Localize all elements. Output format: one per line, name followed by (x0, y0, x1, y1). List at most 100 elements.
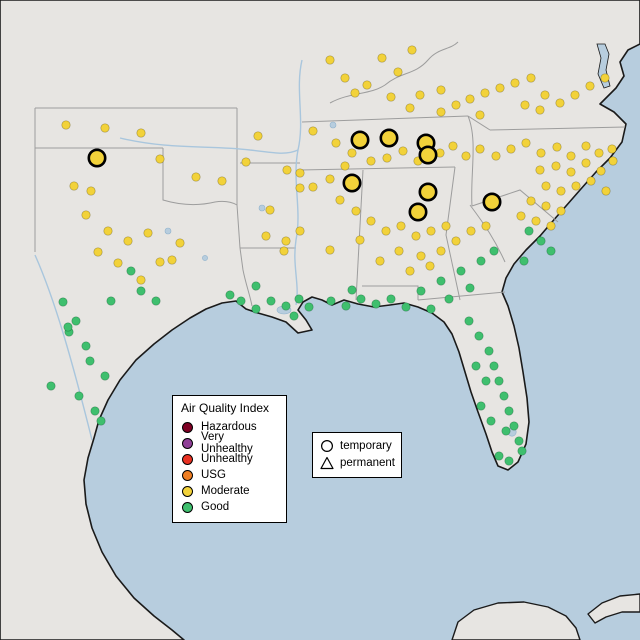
station-marker-good (347, 285, 357, 295)
aqi-legend-label: Unhealthy (201, 453, 253, 465)
station-marker-good (136, 286, 146, 296)
station-marker-moderate (495, 83, 505, 93)
station-marker-temporary (418, 145, 438, 165)
station-marker-moderate (407, 45, 417, 55)
station-marker-good (464, 316, 474, 326)
station-marker-moderate (136, 275, 146, 285)
station-marker-moderate (167, 255, 177, 265)
station-marker-good (484, 346, 494, 356)
station-marker-moderate (510, 78, 520, 88)
station-marker-moderate (347, 148, 357, 158)
aqi-legend-label: Moderate (201, 485, 250, 497)
station-marker-moderate (516, 211, 526, 221)
station-marker-moderate (308, 182, 318, 192)
good-stations-layer (46, 226, 556, 466)
station-marker-good (546, 246, 556, 256)
station-marker-good (326, 296, 336, 306)
station-marker-good (474, 331, 484, 341)
station-marker-good (74, 391, 84, 401)
cuba-landmass (587, 593, 640, 624)
station-marker-moderate (335, 195, 345, 205)
station-marker-moderate (416, 251, 426, 261)
station-marker-moderate (331, 138, 341, 148)
station-marker-good (386, 294, 396, 304)
aqi-legend-row-moderate: Moderate (181, 483, 278, 499)
station-marker-moderate (586, 176, 596, 186)
station-marker-moderate (265, 205, 275, 215)
station-marker-moderate (585, 81, 595, 91)
unhealthy-dot-icon (182, 453, 193, 465)
station-marker-moderate (386, 92, 396, 102)
station-marker-good (289, 311, 299, 321)
station-marker-moderate (103, 226, 113, 236)
station-marker-moderate (436, 107, 446, 117)
station-marker-moderate (381, 226, 391, 236)
aqi-legend-row-hazardous: Hazardous (181, 419, 278, 435)
aqi-legend-row-good: Good (181, 499, 278, 515)
station-marker-moderate (279, 246, 289, 256)
station-marker-moderate (608, 156, 618, 166)
station-marker-good (151, 296, 161, 306)
station-marker-good (225, 290, 235, 300)
station-marker-moderate (100, 123, 110, 133)
station-marker-good (126, 266, 136, 276)
station-marker-moderate (441, 221, 451, 231)
station-marker-moderate (475, 110, 485, 120)
station-marker-good (504, 406, 514, 416)
station-marker-moderate (594, 148, 604, 158)
station-marker-moderate (295, 226, 305, 236)
usg-dot-icon (182, 469, 193, 481)
station-marker-good (81, 341, 91, 351)
station-marker-good (236, 296, 246, 306)
station-marker-good (371, 299, 381, 309)
aqi-legend-row-usg: USG (181, 467, 278, 483)
station-marker-moderate (556, 186, 566, 196)
station-marker-moderate (581, 141, 591, 151)
station-marker-moderate (531, 216, 541, 226)
station-marker-moderate (425, 261, 435, 271)
station-type-label: temporary (340, 439, 392, 452)
aqi-legend-label: USG (201, 469, 226, 481)
station-marker-moderate (81, 210, 91, 220)
station-marker-moderate (325, 245, 335, 255)
station-marker-moderate (350, 88, 360, 98)
station-marker-moderate (601, 186, 611, 196)
station-marker-moderate (465, 94, 475, 104)
station-marker-good (494, 451, 504, 461)
station-marker-moderate (415, 90, 425, 100)
station-marker-good (476, 401, 486, 411)
station-marker-good (489, 246, 499, 256)
station-marker-good (281, 301, 291, 311)
station-marker-good (96, 416, 106, 426)
station-marker-moderate (123, 236, 133, 246)
station-marker-good (251, 304, 261, 314)
station-marker-good (476, 256, 486, 266)
station-marker-moderate (491, 151, 501, 161)
station-marker-moderate (520, 100, 530, 110)
station-marker-temporary (418, 182, 438, 202)
station-marker-moderate (155, 154, 165, 164)
station-marker-good (71, 316, 81, 326)
station-marker-moderate (217, 176, 227, 186)
station-marker-moderate (253, 131, 263, 141)
station-marker-moderate (398, 146, 408, 156)
station-marker-moderate (405, 266, 415, 276)
station-marker-moderate (521, 138, 531, 148)
state-borders (34, 41, 626, 307)
station-marker-good (436, 276, 446, 286)
station-marker-good (504, 456, 514, 466)
station-marker-moderate (155, 257, 165, 267)
station-marker-moderate (426, 226, 436, 236)
station-marker-moderate (535, 105, 545, 115)
station-type-label: permanent (340, 456, 395, 469)
station-marker-good (100, 371, 110, 381)
very-unhealthy-dot-icon (182, 437, 193, 449)
station-marker-good (514, 436, 524, 446)
station-marker-temporary (342, 173, 362, 193)
station-marker-moderate (481, 221, 491, 231)
station-marker-moderate (596, 166, 606, 176)
station-marker-good (509, 421, 519, 431)
station-marker-moderate (551, 161, 561, 171)
station-marker-moderate (282, 165, 292, 175)
